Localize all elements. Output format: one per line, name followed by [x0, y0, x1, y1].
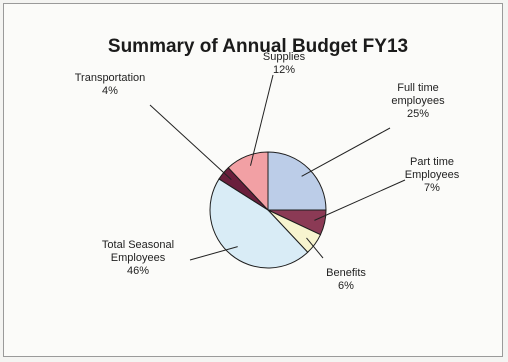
slice-name-label: Part time: [410, 156, 454, 168]
slice-percent-label: 7%: [424, 182, 440, 194]
leader-line: [149, 104, 232, 181]
pie-slice: [227, 151, 269, 212]
leader-line: [250, 74, 274, 166]
slice-name-label: Employees: [405, 169, 460, 181]
chart-title: Summary of Annual Budget FY13: [108, 36, 408, 57]
slice-percent-label: 25%: [407, 108, 429, 120]
slice-name-label: employees: [391, 95, 445, 107]
slice-percent-label: 6%: [338, 280, 354, 292]
slice-name-label: Supplies: [263, 51, 306, 63]
leader-line: [306, 237, 324, 259]
pie-slice: [209, 178, 309, 269]
slice-name-label: Total Seasonal: [102, 239, 174, 251]
leader-line: [189, 246, 238, 261]
slice-percent-label: 4%: [102, 85, 118, 97]
slice-name-label: Full time: [397, 82, 439, 94]
slice-percent-label: 12%: [273, 64, 295, 76]
leader-line: [301, 127, 391, 177]
pie-slice: [267, 151, 327, 211]
slice-percent-label: 46%: [127, 265, 149, 277]
leader-line: [314, 179, 406, 221]
slice-name-label: Benefits: [326, 267, 366, 279]
slice-name-label: Employees: [111, 252, 166, 264]
slice-name-label: Transportation: [75, 72, 146, 84]
